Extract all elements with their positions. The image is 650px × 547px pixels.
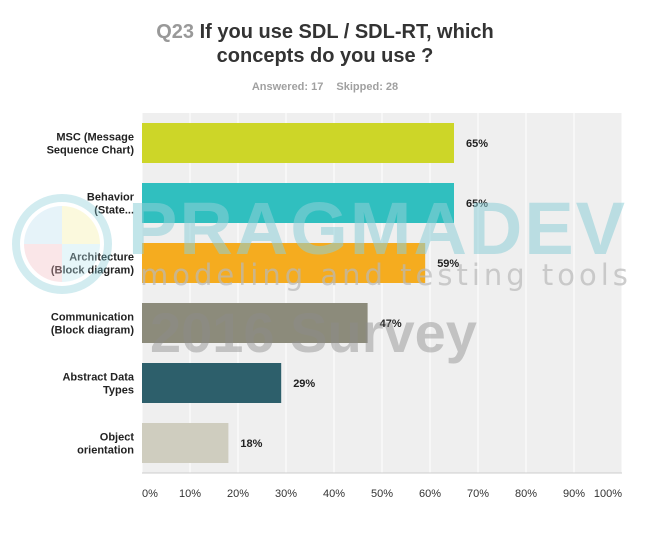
bar: [142, 303, 368, 343]
category-label: Architecture: [69, 252, 134, 264]
data-label: 29%: [293, 378, 315, 390]
bar: [142, 123, 454, 163]
x-tick-label: 20%: [227, 488, 249, 500]
x-tick-label: 40%: [323, 488, 345, 500]
skipped-count: Skipped: 28: [336, 81, 399, 93]
x-tick-label: 90%: [563, 488, 585, 500]
data-label: 65%: [466, 138, 488, 150]
data-label: 47%: [380, 318, 402, 330]
bar: [142, 363, 282, 403]
response-stats: Answered: 17 Skipped: 28: [0, 81, 650, 93]
answered-count: Answered: 17: [251, 81, 324, 93]
x-tick-label: 50%: [371, 488, 393, 500]
bar: [142, 423, 229, 463]
x-tick-label: 70%: [467, 488, 489, 500]
x-tick-label: 100%: [594, 488, 622, 500]
question-text-line2: concepts do you use ?: [216, 45, 434, 67]
chart-title: Q23 If you use SDL / SDL-RT, which conce…: [0, 20, 650, 68]
question-text: If you use SDL / SDL-RT, which: [199, 21, 494, 43]
category-label: Object: [100, 432, 135, 444]
x-tick-label: 0%: [142, 488, 158, 500]
data-label: 18%: [240, 438, 262, 450]
category-label: Types: [103, 385, 134, 397]
category-label: orientation: [77, 445, 134, 457]
category-label: Abstract Data: [62, 372, 134, 384]
category-label: Behavior: [87, 192, 135, 204]
x-tick-label: 30%: [275, 488, 297, 500]
category-label: (Block diagram): [51, 325, 134, 337]
bar: [142, 243, 426, 283]
question-number: Q23: [156, 21, 195, 43]
x-tick-label: 60%: [419, 488, 441, 500]
data-label: 65%: [466, 198, 488, 210]
category-label: Communication: [51, 312, 134, 324]
x-tick-label: 80%: [515, 488, 537, 500]
data-label: 59%: [437, 258, 459, 270]
bar: [142, 183, 454, 223]
category-label: MSC (Message: [56, 132, 134, 144]
x-tick-label: 10%: [179, 488, 201, 500]
category-label: (Block diagram): [51, 265, 134, 277]
category-label: (State...: [94, 205, 134, 217]
category-label: Sequence Chart): [47, 145, 135, 157]
